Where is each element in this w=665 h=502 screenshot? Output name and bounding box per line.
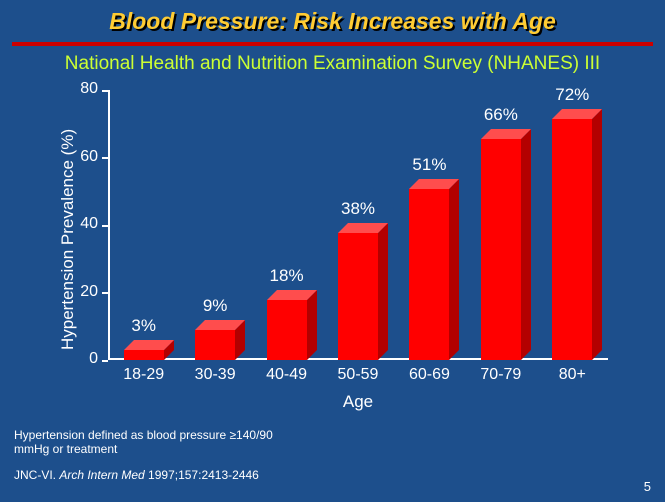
bar — [124, 350, 164, 360]
bar-value-label: 66% — [471, 105, 531, 125]
x-tick-label: 18-29 — [108, 366, 179, 384]
bar-front — [338, 233, 378, 360]
x-tick-label: 30-39 — [179, 366, 250, 384]
bar-side — [592, 109, 602, 360]
footnote-line1: Hypertension defined as blood pressure ≥… — [14, 428, 273, 442]
x-axis-title: Age — [108, 392, 608, 412]
footnote-line2: mmHg or treatment — [14, 442, 273, 456]
citation-suffix: 1997;157:2413-2446 — [145, 468, 259, 482]
chart-area: Hypertension Prevalence (%) 3%9%18%38%51… — [0, 0, 665, 502]
y-tick — [102, 292, 108, 294]
y-tick-label: 80 — [68, 80, 98, 98]
bar-side — [378, 223, 388, 360]
bar-front — [195, 330, 235, 360]
plot-region: 3%9%18%38%51%66%72% 02040608018-2930-394… — [108, 90, 608, 360]
bar-value-label: 51% — [399, 155, 459, 175]
bar — [338, 233, 378, 360]
page-number: 5 — [644, 479, 651, 494]
footnote: Hypertension defined as blood pressure ≥… — [14, 428, 273, 456]
bar-value-label: 72% — [542, 85, 602, 105]
y-tick — [102, 90, 108, 92]
bar-front — [409, 189, 449, 360]
bar-side — [521, 129, 531, 360]
bar-front — [267, 300, 307, 360]
y-tick — [102, 360, 108, 362]
bar-value-label: 38% — [328, 199, 388, 219]
citation-prefix: JNC-VI. — [14, 468, 59, 482]
x-tick-label: 80+ — [537, 366, 608, 384]
bar — [267, 300, 307, 360]
bars-container: 3%9%18%38%51%66%72% — [108, 90, 608, 360]
bar — [552, 119, 592, 360]
y-tick-label: 0 — [68, 350, 98, 368]
bar — [195, 330, 235, 360]
bar-value-label: 9% — [185, 296, 245, 316]
y-tick-label: 40 — [68, 215, 98, 233]
citation: JNC-VI. Arch Intern Med 1997;157:2413-24… — [14, 468, 259, 482]
citation-journal: Arch Intern Med — [59, 468, 144, 482]
bar-front — [124, 350, 164, 360]
y-tick-label: 20 — [68, 283, 98, 301]
bar — [409, 189, 449, 360]
bar-value-label: 18% — [257, 266, 317, 286]
y-tick-label: 60 — [68, 148, 98, 166]
bar — [481, 139, 521, 360]
x-tick-label: 40-49 — [251, 366, 322, 384]
bar-front — [552, 119, 592, 360]
x-tick-label: 60-69 — [394, 366, 465, 384]
slide: Blood Pressure: Risk Increases with Age … — [0, 0, 665, 502]
y-tick — [102, 157, 108, 159]
x-tick-label: 50-59 — [322, 366, 393, 384]
x-tick-label: 70-79 — [465, 366, 536, 384]
y-tick — [102, 225, 108, 227]
bar-front — [481, 139, 521, 360]
bar-value-label: 3% — [114, 316, 174, 336]
bar-side — [307, 290, 317, 360]
bar-side — [449, 179, 459, 360]
